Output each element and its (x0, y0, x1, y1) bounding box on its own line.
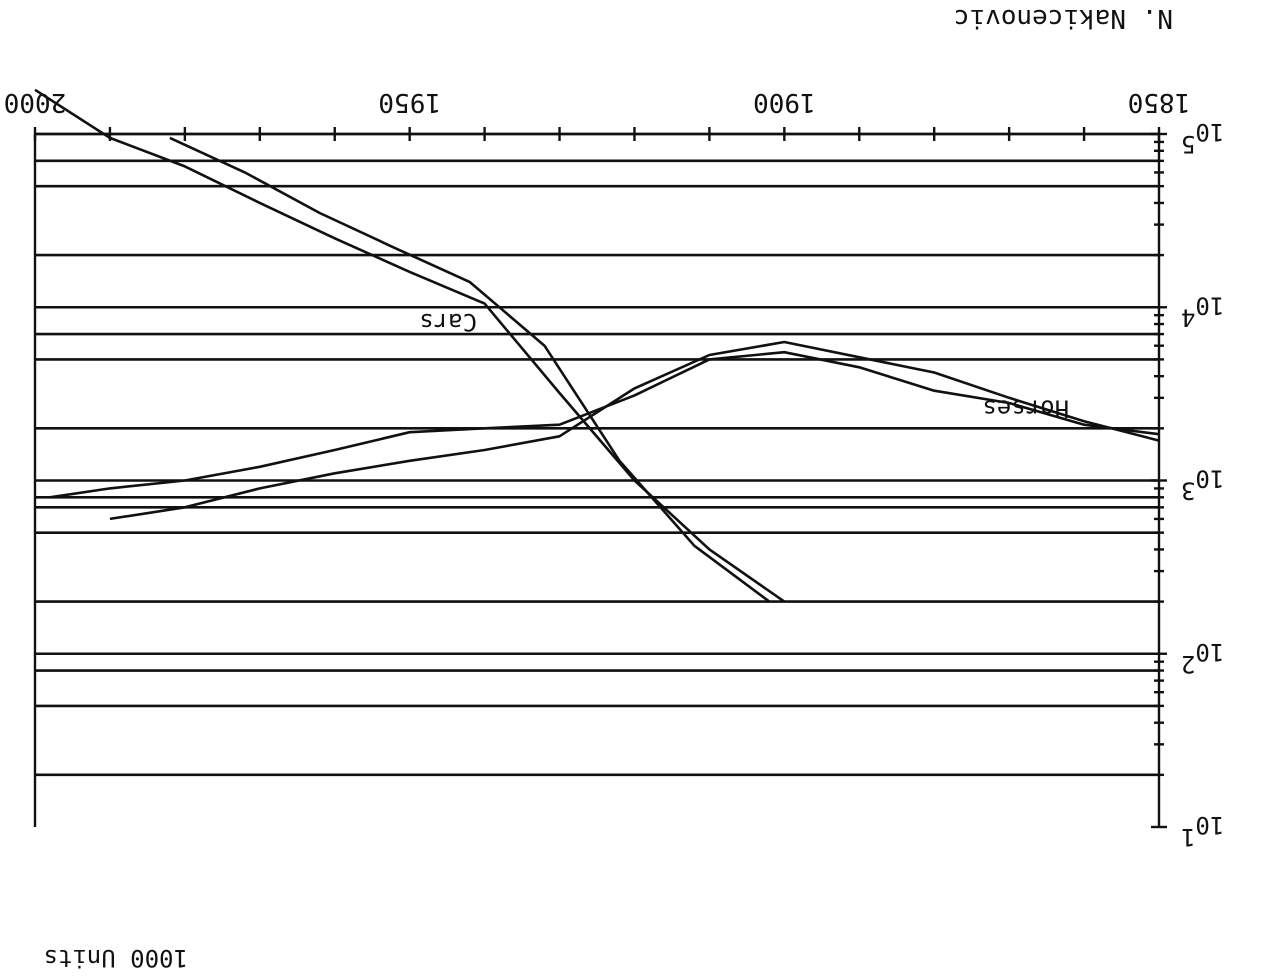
y-tick-label: 105 (1181, 118, 1224, 158)
series-line-2 (109, 340, 1160, 521)
y-tick-label: 102 (1181, 638, 1224, 678)
y-tick-base: 10 (1195, 638, 1224, 666)
series-line-3 (34, 88, 786, 603)
axis-layer (33, 127, 1167, 829)
series-line-4 (169, 136, 771, 603)
y-tick-base: 10 (1195, 811, 1224, 839)
y-tick-base: 10 (1195, 465, 1224, 493)
rotated-figure: 1850190019502000101102103104105HorsesCar… (4, 3, 1225, 972)
y-tick-base: 10 (1195, 291, 1224, 319)
y-tick-exp: 3 (1181, 477, 1195, 505)
y-tick-exp: 5 (1181, 130, 1195, 158)
series-layer (34, 88, 1160, 603)
y-tick-label: 101 (1181, 811, 1224, 851)
y-tick-label: 104 (1181, 291, 1224, 331)
y-tick-label: 103 (1181, 465, 1224, 505)
y-tick-exp: 1 (1181, 823, 1195, 851)
x-tick-label: 1900 (753, 87, 816, 117)
series-label-cars: Cars (419, 308, 477, 336)
y-tick-base: 10 (1195, 118, 1224, 146)
x-tick-label: 1850 (1128, 87, 1191, 117)
series-line-1 (49, 350, 1160, 499)
author-label: N. Nakicenovic (954, 3, 1173, 33)
grid-layer (35, 132, 1159, 777)
y-tick-exp: 4 (1181, 303, 1195, 331)
y-axis-label: 1000 Units (44, 944, 189, 972)
x-tick-label: 2000 (4, 87, 67, 117)
series-label-horses: Horses (982, 395, 1069, 423)
y-tick-exp: 2 (1181, 650, 1195, 678)
label-layer: 1850190019502000101102103104105HorsesCar… (4, 87, 1225, 851)
x-tick-label: 1950 (378, 87, 441, 117)
